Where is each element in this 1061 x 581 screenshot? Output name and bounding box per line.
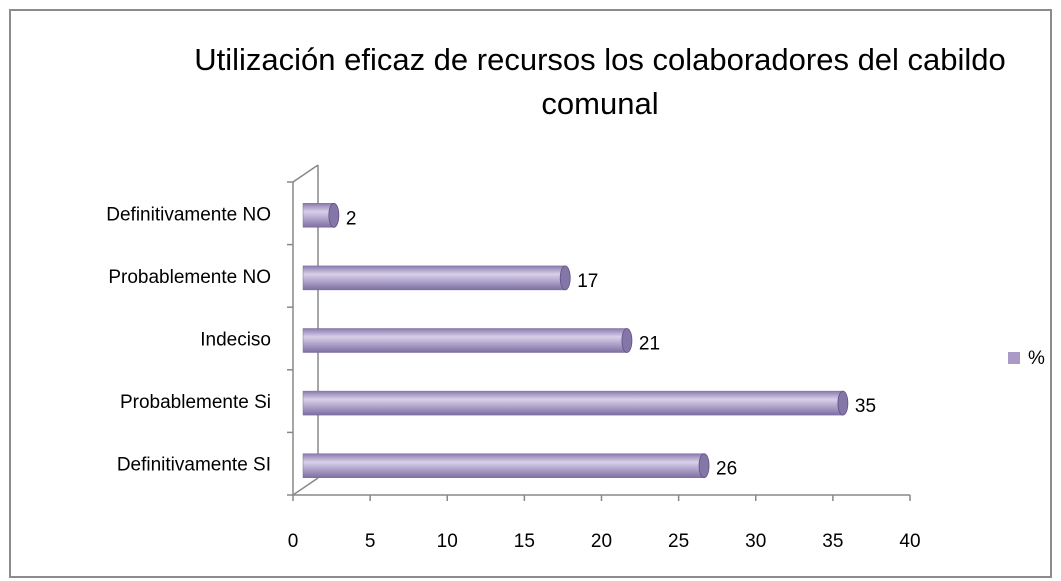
bar-cap — [559, 265, 571, 291]
legend-label: % — [1028, 348, 1045, 369]
x-tick-label: 35 — [822, 531, 843, 552]
x-tick-label: 10 — [437, 531, 458, 552]
y-tick-label: Indeciso — [200, 330, 271, 351]
x-tick-label: 25 — [668, 531, 689, 552]
data-label: 2 — [346, 208, 357, 229]
data-label: 26 — [716, 459, 737, 480]
bar — [302, 453, 705, 478]
x-tick-label: 30 — [745, 531, 766, 552]
chart-border — [9, 9, 1052, 578]
x-tick-label: 20 — [591, 531, 612, 552]
data-label: 21 — [639, 334, 660, 355]
y-tick-label: Definitivamente NO — [106, 204, 271, 225]
legend-swatch — [1008, 352, 1020, 364]
depth-top — [292, 164, 319, 183]
bar-cap — [621, 328, 633, 353]
chart-title: Utilización eficaz de recursos los colab… — [194, 42, 1006, 121]
y-tick-label: Probablemente Si — [120, 392, 271, 413]
bar — [302, 265, 566, 291]
bar — [302, 390, 844, 416]
x-tick-label: 15 — [514, 531, 535, 552]
x-tick-label: 0 — [288, 531, 299, 552]
y-tick-label: Definitivamente SI — [117, 455, 271, 476]
x-tick-label: 40 — [899, 531, 920, 552]
bar-cap — [328, 202, 340, 228]
y-tick-label: Probablemente NO — [108, 267, 271, 288]
bar-cap — [837, 390, 849, 416]
bar — [302, 328, 628, 353]
depth-bottom — [292, 477, 319, 496]
x-tick-label: 5 — [365, 531, 376, 552]
bar-cap — [698, 453, 710, 479]
data-label: 17 — [577, 271, 598, 292]
data-label: 35 — [855, 396, 876, 417]
